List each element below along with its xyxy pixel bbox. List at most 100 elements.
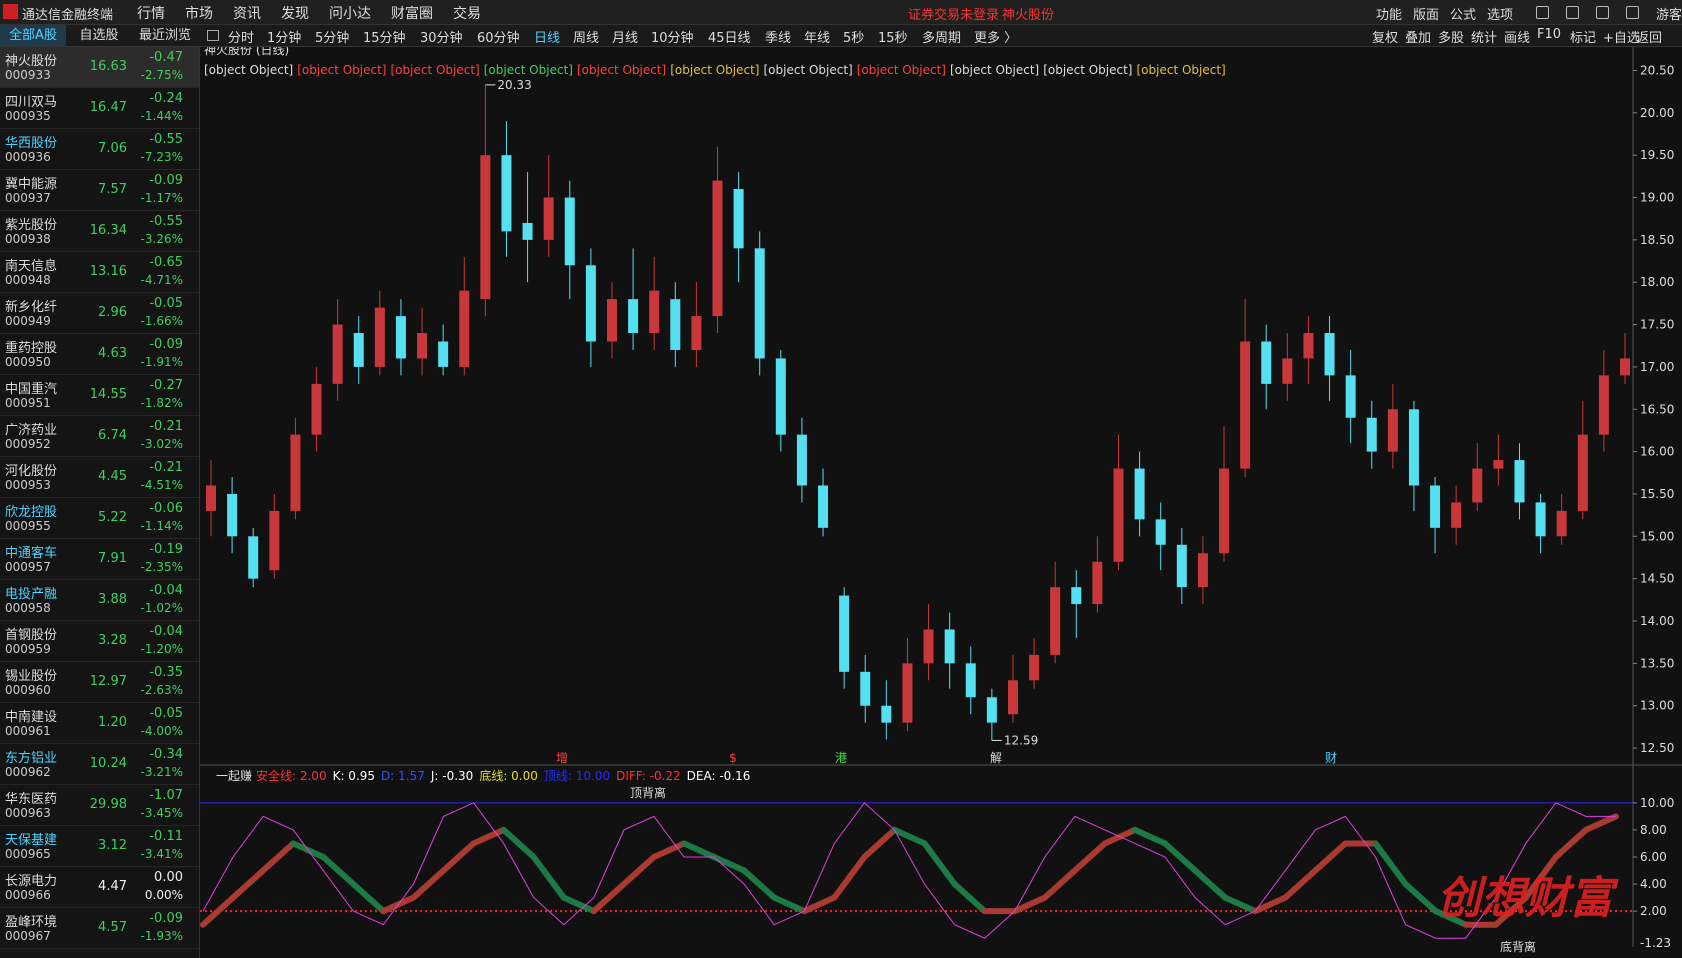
menu-item[interactable]: 市场 xyxy=(185,6,213,22)
candle-body xyxy=(1134,468,1145,520)
stock-row[interactable]: 锡业股份 000960 12.97 -0.35 -2.63% xyxy=(0,662,199,703)
period-tab[interactable]: 年线 xyxy=(804,31,831,46)
toggle[interactable] xyxy=(207,30,219,41)
stock-row[interactable]: 南天信息 000948 13.16 -0.65 -4.71% xyxy=(0,252,199,293)
list-tab[interactable]: 最近浏览 xyxy=(138,28,191,43)
stock-row[interactable]: 四川双马 000935 16.47 -0.24 -1.44% xyxy=(0,88,199,129)
y-tick-label: 15.00 xyxy=(1640,529,1674,543)
stock-row[interactable]: 中南建设 000961 1.20 -0.05 -4.00% xyxy=(0,703,199,744)
candle-body xyxy=(290,434,301,511)
candle-body xyxy=(1219,468,1230,554)
period-tab[interactable]: 月线 xyxy=(612,31,639,46)
stock-row[interactable]: 盈峰环境 000967 4.57 -0.09 -1.93% xyxy=(0,908,199,949)
period-tab[interactable]: 分时 xyxy=(228,31,255,46)
menu-item[interactable]: 发现 xyxy=(281,6,309,22)
stock-row[interactable]: 河化股份 000953 4.45 -0.21 -4.51% xyxy=(0,457,199,498)
candle-body xyxy=(564,197,575,266)
icon[interactable] xyxy=(1536,6,1549,19)
k-line xyxy=(202,802,1616,939)
period-tab[interactable]: 1分钟 xyxy=(267,31,302,46)
right-menu[interactable]: 公式 xyxy=(1450,8,1477,23)
right-menu[interactable]: 选项 xyxy=(1487,8,1514,23)
tool-tab[interactable]: 复权 xyxy=(1372,31,1399,46)
menu-item[interactable]: 交易 xyxy=(453,6,481,22)
menu-item[interactable]: 行情 xyxy=(137,6,165,22)
candle-body xyxy=(923,629,934,664)
stock-code: 000966 xyxy=(5,888,51,902)
period-tab[interactable]: 30分钟 xyxy=(420,31,463,46)
stock-row[interactable]: 新乡化纤 000949 2.96 -0.05 -1.66% xyxy=(0,293,199,334)
stock-row[interactable]: 紫光股份 000938 16.34 -0.55 -3.26% xyxy=(0,211,199,252)
info-item: [object Object] xyxy=(391,63,480,77)
period-tab[interactable]: 10分钟 xyxy=(651,31,694,46)
tool-tab[interactable]: 叠加 xyxy=(1405,31,1432,46)
right-menu[interactable]: 版面 xyxy=(1413,8,1440,23)
period-tab[interactable]: 周线 xyxy=(573,31,600,46)
tool-tab[interactable]: +自选 xyxy=(1603,31,1640,46)
tool-tab[interactable]: 多股 xyxy=(1438,31,1465,46)
candle-body xyxy=(1303,333,1314,359)
stock-row[interactable]: 首钢股份 000959 3.28 -0.04 -1.20% xyxy=(0,621,199,662)
stock-row[interactable]: 电投产融 000958 3.88 -0.04 -1.02% xyxy=(0,580,199,621)
stock-name: 重药控股 xyxy=(5,341,58,356)
stock-row[interactable]: 欣龙控股 000955 5.22 -0.06 -1.14% xyxy=(0,498,199,539)
period-tab[interactable]: 更多 〉 xyxy=(974,31,1018,46)
tool-tab[interactable]: 统计 xyxy=(1471,31,1498,46)
period-tab[interactable]: 季线 xyxy=(765,31,792,46)
stock-code: 000948 xyxy=(5,273,51,287)
tool-tab[interactable]: 标记 xyxy=(1570,31,1597,46)
icon[interactable] xyxy=(1566,6,1579,19)
stock-code: 000961 xyxy=(5,724,51,738)
period-tab[interactable]: 日线 xyxy=(534,31,561,46)
menu-item[interactable]: 资讯 xyxy=(233,6,261,22)
period-tab[interactable]: 5分钟 xyxy=(315,31,350,46)
candle-body xyxy=(1261,341,1272,384)
stock-row[interactable]: 中国重汽 000951 14.55 -0.27 -1.82% xyxy=(0,375,199,416)
stock-code: 000949 xyxy=(5,314,51,328)
icon[interactable] xyxy=(1596,6,1609,19)
stock-row[interactable]: 华西股份 000936 7.06 -0.55 -7.23% xyxy=(0,129,199,170)
stock-pct: -3.41% xyxy=(140,847,183,861)
right-menu[interactable]: 功能 xyxy=(1376,8,1403,23)
period-tab[interactable]: 15分钟 xyxy=(363,31,406,46)
menu-item[interactable]: 财富圈 xyxy=(391,6,433,22)
tool-tab[interactable]: 画线 xyxy=(1504,31,1531,46)
stock-row[interactable]: 中通客车 000957 7.91 -0.19 -2.35% xyxy=(0,539,199,580)
stock-row[interactable]: 长源电力 000966 4.47 0.00 0.00% xyxy=(0,867,199,908)
info-item: [object Object] xyxy=(764,63,853,77)
user[interactable]: 游客 xyxy=(1656,8,1682,23)
login-notice[interactable]: 证券交易未登录 xyxy=(908,8,1000,23)
stock-pct: -1.82% xyxy=(140,396,183,410)
menu-item[interactable]: 问小达 xyxy=(329,6,371,22)
period-tab[interactable]: 5秒 xyxy=(843,31,865,46)
y-tick-label: 14.00 xyxy=(1640,614,1674,628)
tool-tab[interactable]: 返回 xyxy=(1636,31,1663,46)
stock-name: 中南建设 xyxy=(5,710,58,725)
info-item: [object Object] xyxy=(484,63,573,77)
stock-pct: -4.00% xyxy=(140,724,183,738)
stock-name: 河化股份 xyxy=(5,464,58,479)
list-tab[interactable]: 全部A股 xyxy=(0,25,66,46)
stock-row[interactable]: 重药控股 000950 4.63 -0.09 -1.91% xyxy=(0,334,199,375)
period-tab[interactable]: 15秒 xyxy=(878,31,908,46)
stock-code: 000951 xyxy=(5,396,51,410)
period-tab[interactable]: 60分钟 xyxy=(477,31,520,46)
stock-name: 天保基建 xyxy=(5,833,58,848)
period-tab[interactable]: 45日线 xyxy=(708,31,751,46)
stock-row[interactable]: 神火股份 000933 16.63 -0.47 -2.75% xyxy=(0,47,199,88)
d-line-segment xyxy=(801,894,838,915)
stock-row[interactable]: 天保基建 000965 3.12 -0.11 -3.41% xyxy=(0,826,199,867)
tool-tab[interactable]: F10 xyxy=(1537,27,1562,42)
period-tab[interactable]: 多周期 xyxy=(922,31,962,46)
stock-code: 000938 xyxy=(5,232,51,246)
stock-row[interactable]: 冀中能源 000937 7.57 -0.09 -1.17% xyxy=(0,170,199,211)
y-tick-label: 13.00 xyxy=(1640,699,1674,713)
icon[interactable] xyxy=(1626,6,1639,19)
stock-price: 1.20 xyxy=(98,715,127,730)
stock-price: 16.47 xyxy=(89,100,127,115)
stock-row[interactable]: 东方铝业 000962 10.24 -0.34 -3.21% xyxy=(0,744,199,785)
stock-row[interactable]: 华东医药 000963 29.98 -1.07 -3.45% xyxy=(0,785,199,826)
stock-row[interactable]: 广济药业 000952 6.74 -0.21 -3.02% xyxy=(0,416,199,457)
list-tab[interactable]: 自选股 xyxy=(79,28,119,43)
candle-body xyxy=(1197,553,1208,588)
